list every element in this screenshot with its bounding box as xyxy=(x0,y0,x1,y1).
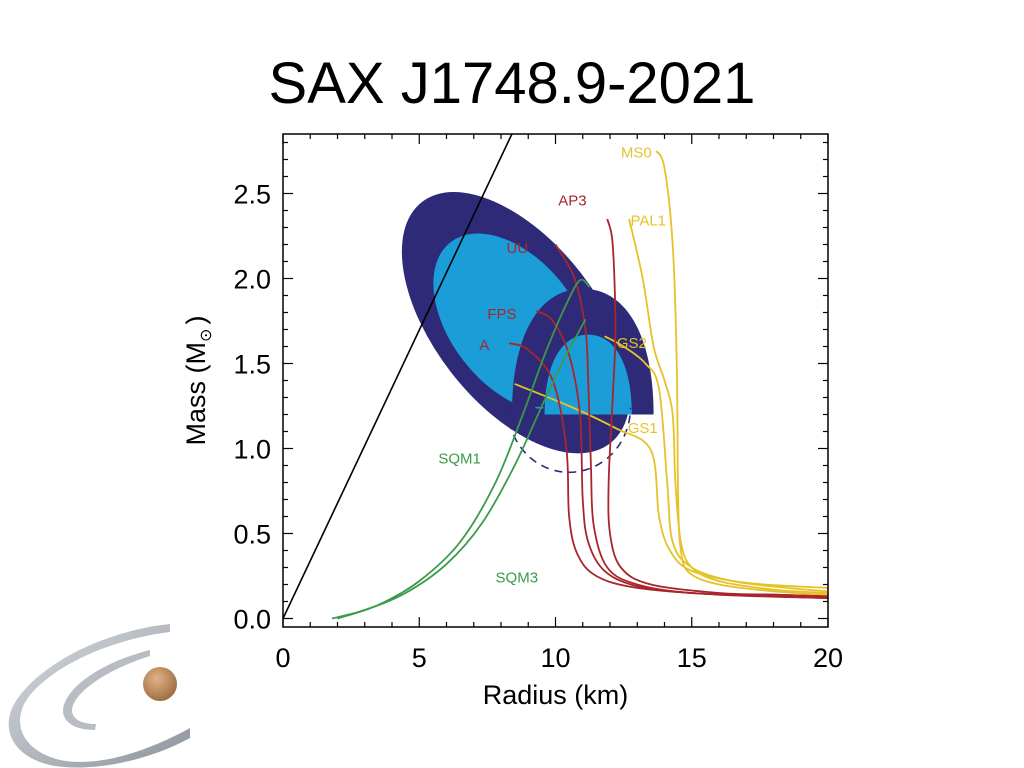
curve-label-ms0: MS0 xyxy=(621,145,652,162)
series-line-gs2 xyxy=(604,335,828,593)
curve-label-sqm1: SQM1 xyxy=(438,451,481,468)
slide-title: SAX J1748.9-2021 xyxy=(268,51,756,116)
x-tick-label: 5 xyxy=(412,643,427,673)
curve-label-gs2: GS2 xyxy=(617,335,647,352)
curve-label-pal1: PAL1 xyxy=(630,213,666,230)
y-axis-label-close: ) xyxy=(181,316,211,325)
x-tick-label: 0 xyxy=(275,643,290,673)
series-line-a xyxy=(508,342,828,599)
curve-label-uu: UU xyxy=(506,240,528,257)
y-tick-label: 2.0 xyxy=(233,265,271,295)
y-axis-label-sun-symbol: ⊙ xyxy=(198,329,215,342)
y-axis-label: Mass (M⊙) xyxy=(181,316,215,446)
series-line-ms0 xyxy=(655,150,828,596)
curve-labels: MS0 PAL1 AP3 UU FPS A GS2 GS1 SQM1 SQM3 xyxy=(438,145,666,587)
y-tick-label: 1.0 xyxy=(233,435,271,465)
x-axis-label: Radius (km) xyxy=(483,680,629,710)
curve-label-gs1: GS1 xyxy=(628,420,658,437)
y-tick-label: 0.0 xyxy=(233,605,271,635)
y-tick-label: 1.5 xyxy=(233,350,271,380)
logo-inner-arc xyxy=(63,650,150,730)
y-axis-label-main: Mass (M xyxy=(181,342,211,446)
x-tick-label: 10 xyxy=(540,643,570,673)
logo-swoosh xyxy=(8,624,190,768)
causality-limit-line xyxy=(283,134,513,619)
axes: 0 5 10 15 20 0.0 0.5 1.0 1.5 2.0 2.5 Radius (km) Mas… xyxy=(181,180,843,711)
series-line-sqm3 xyxy=(331,318,587,620)
logo-planet xyxy=(143,667,177,701)
institution-logo xyxy=(8,624,190,768)
curve-label-sqm3: SQM3 xyxy=(496,570,539,587)
y-tick-label: 0.5 xyxy=(233,520,271,550)
curve-label-fps: FPS xyxy=(487,306,516,323)
x-tick-label: 15 xyxy=(677,643,707,673)
series-line-gs1 xyxy=(514,383,828,589)
series-line-sqm1 xyxy=(337,278,591,620)
curve-label-ap3: AP3 xyxy=(558,192,586,209)
curve-label-a: A xyxy=(479,337,489,354)
series-line-pal1 xyxy=(628,218,828,594)
y-tick-label: 2.5 xyxy=(233,180,271,210)
x-tick-label: 20 xyxy=(813,643,843,673)
eos-curves xyxy=(283,134,828,620)
plot-frame xyxy=(282,133,829,628)
